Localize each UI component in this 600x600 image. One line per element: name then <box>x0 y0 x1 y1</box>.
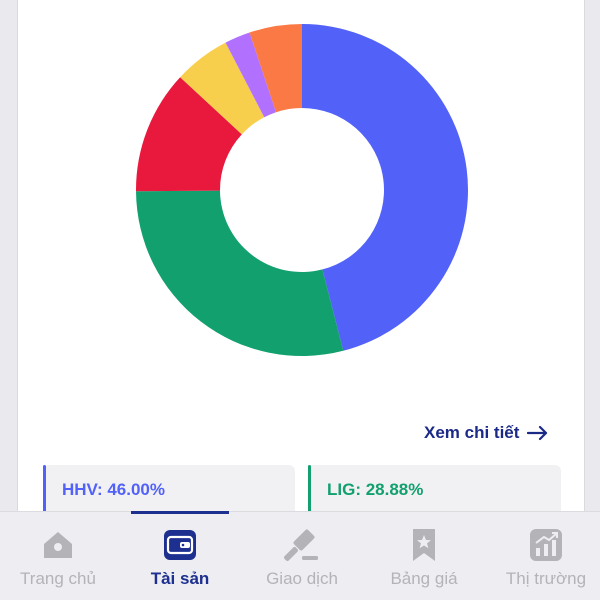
nav-item-price-board[interactable]: Bảng giá <box>369 512 479 600</box>
donut-slice-5 <box>225 32 277 118</box>
nav-label-market: Thị trường <box>505 569 587 588</box>
gavel-icon <box>284 529 318 561</box>
donut-slice-hhv <box>302 24 468 351</box>
bottom-navigation: Trang chủ Tài sản Giao dịch Bảng giá <box>0 511 600 600</box>
arrow-right-icon <box>527 425 548 441</box>
nav-label-trading: Giao dịch <box>266 569 338 588</box>
donut-slice-4 <box>180 42 265 135</box>
wallet-icon <box>164 530 196 560</box>
donut-slice-lig <box>136 190 344 356</box>
nav-item-trading[interactable]: Giao dịch <box>247 512 357 600</box>
nav-label-assets: Tài sản <box>150 569 210 588</box>
nav-label-home: Trang chủ <box>20 569 96 588</box>
legend-color-bar <box>43 465 46 525</box>
view-details-link[interactable]: Xem chi tiết <box>424 420 549 446</box>
nav-item-assets[interactable]: Tài sản <box>125 512 235 600</box>
allocation-donut-chart <box>135 24 468 356</box>
legend-label-hhv: HHV: 46.00% <box>62 480 165 499</box>
home-icon <box>44 532 72 558</box>
chart-icon <box>530 529 562 561</box>
nav-label-price-board: Bảng giá <box>390 569 458 588</box>
view-details-label: Xem chi tiết <box>424 423 520 442</box>
nav-item-market[interactable]: Thị trường <box>491 512 600 600</box>
legend-label-lig: LIG: 28.88% <box>327 480 424 499</box>
nav-item-home[interactable]: Trang chủ <box>3 512 113 600</box>
bookmark-star-icon <box>413 529 435 561</box>
active-tab-indicator <box>131 511 229 514</box>
donut-slice-3 <box>135 77 242 192</box>
legend-color-bar <box>308 465 311 525</box>
donut-slice-6 <box>249 24 302 113</box>
